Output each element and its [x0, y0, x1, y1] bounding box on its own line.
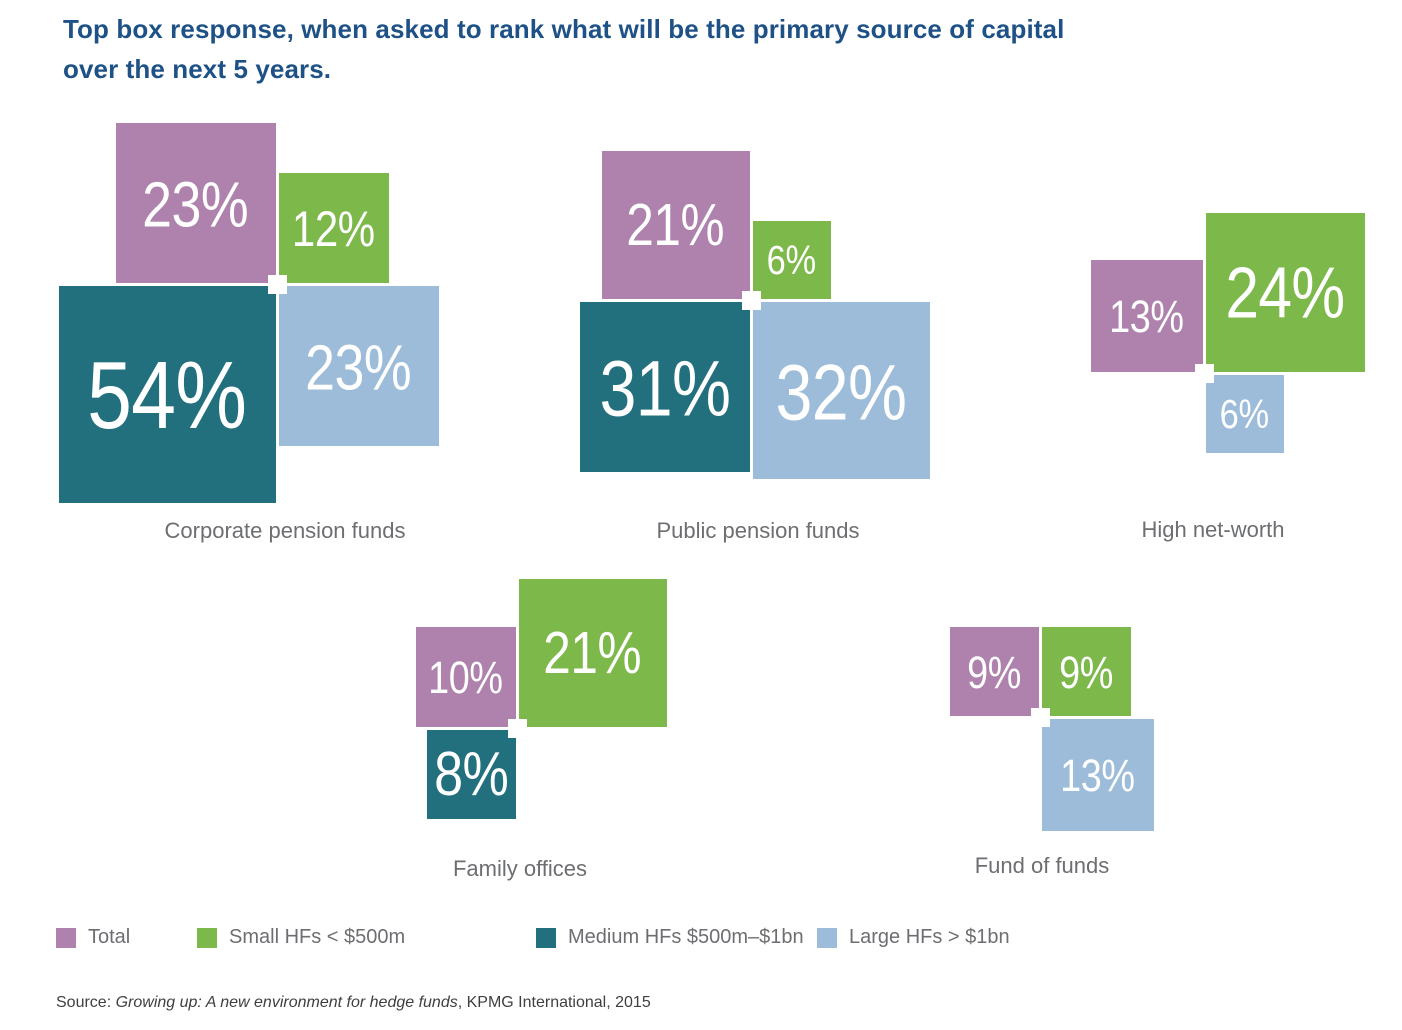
- cluster-center-marker: [1194, 363, 1214, 383]
- chart-title: Top box response, when asked to rank wha…: [63, 9, 1064, 89]
- legend-item-large-hfs: Large HFs > $1bn: [817, 926, 1010, 949]
- value-square-total: 23%: [115, 122, 276, 283]
- legend-swatch-large-hfs: [817, 927, 837, 948]
- square-value-label: 9%: [1059, 646, 1113, 698]
- square-value-label: 6%: [766, 236, 817, 283]
- square-value-label: 13%: [1060, 749, 1135, 801]
- source-report-title: Growing up: A new environment for hedge …: [115, 994, 458, 1011]
- square-value-label: 23%: [142, 167, 250, 240]
- cluster-label: Family offices: [452, 856, 588, 881]
- value-square-large-hfs: 32%: [752, 301, 930, 479]
- value-square-small-hfs: 21%: [518, 578, 667, 727]
- value-square-large-hfs: 23%: [278, 285, 439, 446]
- legend-swatch-medium-hfs: [536, 927, 556, 948]
- square-value-label: 12%: [292, 200, 375, 257]
- value-square-medium-hfs: 54%: [58, 285, 276, 503]
- square-value-label: 24%: [1225, 253, 1345, 334]
- cluster-center-marker: [267, 274, 287, 294]
- source-prefix: Source:: [56, 994, 116, 1011]
- cluster-label: Fund of funds: [974, 853, 1110, 878]
- cluster-label: High net-worth: [1141, 517, 1285, 542]
- value-square-large-hfs: 13%: [1041, 718, 1154, 831]
- square-value-label: 23%: [305, 330, 413, 403]
- square-value-label: 31%: [599, 343, 730, 433]
- value-square-total: 13%: [1090, 259, 1203, 372]
- cluster-center-marker: [1030, 707, 1050, 727]
- value-square-small-hfs: 12%: [278, 172, 389, 283]
- legend-label: Medium HFs $500m–$1bn: [568, 926, 804, 948]
- cluster-label: Corporate pension funds: [164, 518, 406, 543]
- square-value-label: 13%: [1109, 290, 1184, 342]
- cluster-label: Public pension funds: [656, 518, 860, 543]
- legend-label: Total: [88, 926, 131, 948]
- value-square-total: 21%: [601, 150, 750, 299]
- source-note: Source: Growing up: A new environment fo…: [56, 994, 651, 1012]
- square-value-label: 9%: [967, 646, 1021, 698]
- value-square-small-hfs: 6%: [752, 220, 831, 299]
- value-square-small-hfs: 24%: [1205, 212, 1365, 372]
- value-square-medium-hfs: 8%: [426, 729, 516, 819]
- value-square-total: 10%: [415, 626, 516, 727]
- square-value-label: 10%: [428, 651, 503, 703]
- square-value-label: 54%: [87, 341, 248, 449]
- chart-title-line-2: over the next 5 years.: [63, 54, 332, 84]
- square-value-label: 8%: [433, 740, 509, 810]
- value-square-large-hfs: 6%: [1205, 374, 1284, 453]
- legend-item-medium-hfs: Medium HFs $500m–$1bn: [536, 926, 804, 949]
- cluster-center-marker: [507, 718, 527, 738]
- legend-swatch-total: [56, 927, 76, 948]
- square-value-label: 21%: [626, 192, 725, 259]
- legend-label: Small HFs < $500m: [229, 926, 406, 948]
- square-value-label: 21%: [543, 620, 642, 687]
- square-value-label: 32%: [775, 347, 907, 437]
- legend-item-small-hfs: Small HFs < $500m: [197, 926, 405, 949]
- square-value-label: 6%: [1219, 390, 1270, 437]
- value-square-small-hfs: 9%: [1041, 626, 1131, 716]
- chart-title-line-1: Top box response, when asked to rank wha…: [63, 14, 1065, 44]
- value-square-total: 9%: [949, 626, 1039, 716]
- cluster-center-marker: [741, 290, 761, 310]
- legend-label: Large HFs > $1bn: [849, 926, 1010, 948]
- legend-item-total: Total: [56, 926, 130, 949]
- value-square-medium-hfs: 31%: [579, 301, 750, 472]
- source-suffix: , KPMG International, 2015: [457, 994, 651, 1011]
- legend-swatch-small-hfs: [197, 927, 217, 948]
